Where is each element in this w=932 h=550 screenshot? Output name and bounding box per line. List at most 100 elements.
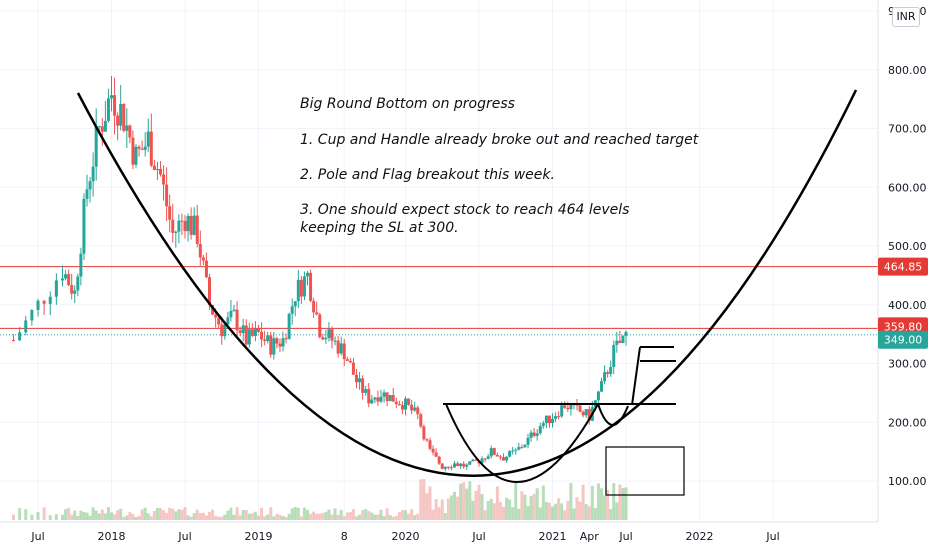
volume-bar bbox=[355, 516, 358, 520]
volume-bar bbox=[324, 511, 328, 520]
volume-bar bbox=[425, 493, 429, 520]
volume-bar bbox=[477, 484, 481, 520]
candle-body bbox=[131, 137, 135, 165]
x-tick-label: Jul bbox=[30, 530, 44, 543]
candle-body bbox=[578, 405, 582, 412]
volume-bar bbox=[318, 513, 322, 520]
candle-body bbox=[195, 215, 199, 244]
candle-body bbox=[128, 125, 132, 138]
candle-body bbox=[581, 411, 585, 416]
volume-bar bbox=[12, 514, 15, 520]
x-tick-label: 2021 bbox=[539, 530, 567, 543]
candle-body bbox=[149, 131, 153, 166]
y-tick-label: 300.00 bbox=[888, 358, 927, 371]
volume-bar bbox=[621, 488, 625, 520]
volume-bar bbox=[333, 508, 337, 520]
candle-body bbox=[211, 305, 215, 315]
volume-bar bbox=[18, 508, 22, 520]
volume-bar bbox=[603, 495, 607, 520]
volume-bar bbox=[54, 514, 58, 520]
volume-bar bbox=[413, 515, 417, 520]
candle-body bbox=[106, 98, 110, 121]
candle-body bbox=[201, 257, 205, 261]
volume-bar bbox=[312, 511, 316, 520]
volume-bar bbox=[345, 512, 349, 520]
candle-body bbox=[24, 320, 28, 333]
candle-body bbox=[208, 277, 211, 306]
volume-bar bbox=[544, 501, 548, 520]
candle-body bbox=[422, 426, 426, 440]
volume-bar bbox=[302, 507, 306, 520]
volume-bar bbox=[232, 514, 236, 520]
volume-bar bbox=[618, 484, 622, 520]
annotation-line: 3. One should expect stock to reach 464 … bbox=[300, 202, 629, 218]
candle-body bbox=[287, 313, 291, 339]
candle-body bbox=[299, 279, 303, 297]
volume-bar bbox=[514, 481, 518, 520]
candle-body bbox=[70, 285, 74, 294]
volume-bar bbox=[131, 514, 135, 520]
candle-body bbox=[428, 440, 432, 449]
volume-bar bbox=[563, 510, 567, 520]
volume-bar bbox=[36, 512, 40, 520]
volume-bar bbox=[152, 510, 156, 520]
candle-body bbox=[508, 450, 512, 457]
candle-body bbox=[327, 329, 331, 338]
x-tick-label: Jul bbox=[177, 530, 191, 543]
candle-body bbox=[557, 416, 561, 418]
volume-bar bbox=[189, 516, 193, 520]
volume-bar bbox=[235, 507, 239, 520]
candle-body bbox=[431, 448, 435, 453]
currency-label[interactable]: INR bbox=[892, 7, 920, 27]
candle-body bbox=[309, 272, 313, 301]
candle-body bbox=[348, 360, 352, 363]
volume-bar bbox=[440, 499, 444, 520]
volume-bar bbox=[244, 509, 248, 520]
candle-body bbox=[36, 300, 40, 311]
candle-body bbox=[192, 215, 196, 235]
candle-body bbox=[42, 300, 46, 304]
volume-bar bbox=[226, 510, 230, 520]
volume-bar bbox=[492, 503, 496, 520]
candle-body bbox=[563, 405, 567, 408]
volume-bar bbox=[253, 511, 257, 520]
candle-body bbox=[345, 359, 349, 361]
candle-body bbox=[330, 329, 334, 341]
candle-body bbox=[116, 115, 120, 126]
price-axis[interactable]: 100.00 200.00 300.00 400.00 500.00 600.00 700.… bbox=[888, 5, 927, 488]
candle-body bbox=[471, 459, 475, 462]
chart-grid bbox=[0, 0, 878, 522]
volume-bar bbox=[198, 513, 202, 520]
volume-bar bbox=[370, 512, 374, 520]
volume-bar bbox=[155, 507, 159, 520]
candle-body bbox=[587, 409, 591, 421]
candle-body bbox=[186, 215, 190, 232]
svg-text:359.80: 359.80 bbox=[884, 320, 923, 333]
candle-body bbox=[606, 372, 610, 374]
volume-bar bbox=[382, 516, 386, 520]
x-tick-label: 2020 bbox=[392, 530, 420, 543]
candle-body bbox=[100, 126, 104, 132]
volume-bar bbox=[596, 483, 600, 520]
x-tick-label: 8 bbox=[341, 530, 348, 543]
candle-body bbox=[367, 389, 371, 404]
candle-body bbox=[517, 447, 521, 450]
volume-bar bbox=[94, 510, 98, 520]
volume-bar bbox=[85, 512, 89, 520]
candle-body bbox=[486, 456, 490, 459]
x-tick-label: 2019 bbox=[245, 530, 273, 543]
candle-body bbox=[134, 146, 138, 165]
candle-body bbox=[446, 466, 450, 468]
volume-bar bbox=[214, 515, 218, 520]
volume-bar bbox=[590, 485, 594, 520]
volume-bar bbox=[106, 507, 110, 520]
time-axis[interactable]: Jul 2018 Jul 2019 8 2020 Jul 2021 Apr Jul 2022 Jul bbox=[0, 521, 878, 543]
candle-body bbox=[321, 337, 325, 340]
candle-body bbox=[204, 260, 208, 278]
volume-bar bbox=[508, 499, 512, 520]
volume-bar bbox=[143, 507, 147, 520]
volume-bar bbox=[446, 498, 450, 520]
candle-body bbox=[373, 397, 377, 400]
y-tick-label: 500.00 bbox=[888, 240, 927, 253]
